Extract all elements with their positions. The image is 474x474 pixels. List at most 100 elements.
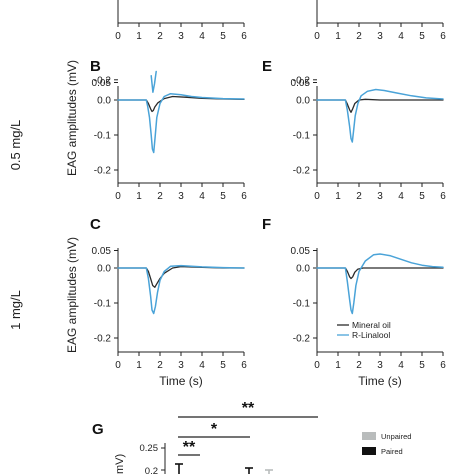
panel-letter-g: G — [92, 421, 104, 438]
x-tick-label: 2 — [356, 360, 362, 371]
row-label-1: 1 mg/L — [8, 290, 23, 330]
x-tick-label: 1 — [136, 191, 142, 202]
x-tick-label: 2 — [157, 360, 163, 371]
series-r-linalool-a — [150, 70, 157, 93]
y-tick-label: -0.2 — [293, 166, 311, 177]
y-tick-label: 0.05 — [291, 246, 311, 257]
x-tick-label: 2 — [356, 191, 362, 202]
x-tick-label: 6 — [241, 191, 247, 202]
series-mineral-oil-b — [117, 95, 245, 113]
x-tick-label: 4 — [199, 191, 205, 202]
x-tick-label: 6 — [440, 31, 446, 42]
x-tick-label: 6 — [241, 31, 247, 42]
g-y-tick-label: 0.2 — [145, 466, 158, 474]
panel-letter-c: C — [90, 216, 101, 233]
sig-label: ** — [242, 400, 255, 417]
x-tick-label: 5 — [220, 31, 226, 42]
panel-letter-f: F — [262, 216, 271, 233]
legend-label-mineral-oil: Mineral oil — [352, 320, 391, 330]
panel-letter-e: E — [262, 58, 272, 75]
series-r-linalool-b — [117, 92, 245, 154]
legend-g: Unpaired Paired — [362, 432, 411, 456]
x-tick-label: 0 — [115, 360, 121, 371]
x-tick-label: 2 — [356, 31, 362, 42]
series-r-linalool-c — [117, 264, 245, 315]
x-tick-label: 1 — [335, 191, 341, 202]
sig-label: ** — [183, 439, 196, 456]
y-tick-label: -0.1 — [293, 131, 311, 142]
x-tick-label: 1 — [335, 31, 341, 42]
y-tick-label: -0.2 — [94, 166, 112, 177]
legend-label-paired: Paired — [381, 447, 403, 456]
y-tick-label: -0.1 — [94, 131, 112, 142]
x-tick-label: 6 — [440, 360, 446, 371]
legend-f: Mineral oil R-Linalool — [337, 320, 391, 340]
panel-f: F 0 1 2 3 4 5 6 0.05 0.0 -0.1 -0.2 — [262, 216, 446, 371]
y-tick-label: -0.1 — [94, 299, 112, 310]
series-mineral-oil-f — [316, 267, 444, 280]
series-r-linalool-f — [316, 253, 444, 315]
y-tick-label: 0.0 — [296, 264, 310, 275]
y-axis-label-b: EAG amplitudes (mV) — [65, 60, 79, 176]
x-tick-label: 5 — [220, 360, 226, 371]
panel-g: G mV) 0.25 0.2 ** * ** Unpaired Paired — [92, 400, 411, 474]
x-tick-label: 5 — [419, 31, 425, 42]
x-tick-label: 5 — [220, 191, 226, 202]
y-tick-label: 0.05 — [92, 246, 112, 257]
series-r-linalool-e — [316, 88, 444, 143]
y-tick-label: -0.2 — [293, 75, 311, 86]
x-tick-label: 1 — [136, 31, 142, 42]
x-tick-label: 6 — [440, 191, 446, 202]
panel-letter-b: B — [90, 58, 101, 75]
y-tick-label: 0.05 — [92, 78, 112, 89]
series-mineral-oil-c — [117, 265, 245, 288]
x-tick-label: 0 — [314, 191, 320, 202]
panel-a: 0 1 2 3 4 5 6 -0.2 — [94, 0, 247, 93]
x-tick-label: 2 — [157, 191, 163, 202]
x-tick-label: 1 — [136, 360, 142, 371]
x-tick-label: 3 — [178, 360, 184, 371]
x-tick-label: 4 — [199, 360, 205, 371]
legend-label-unpaired: Unpaired — [381, 432, 411, 441]
row-label-0.5: 0.5 mg/L — [8, 120, 23, 171]
x-tick-label: 3 — [178, 31, 184, 42]
panel-e: E 0 1 2 3 4 5 6 0.05 0.0 -0.1 -0.2 — [262, 58, 446, 202]
y-tick-label: 0.0 — [97, 264, 111, 275]
x-tick-label: 2 — [157, 31, 163, 42]
error-bar — [175, 463, 183, 474]
y-tick-label: -0.1 — [293, 299, 311, 310]
panel-d: 0 1 2 3 4 5 6 -0.2 — [293, 0, 446, 86]
y-tick-label: 0.0 — [97, 96, 111, 107]
sig-label: * — [211, 421, 218, 438]
panels-layer: 0 1 2 3 4 5 6-0.20 1 2 3 4 5 6-0.2B0 1 2 3 4 5 60.050.0-0.… — [90, 0, 446, 371]
x-tick-label: 3 — [377, 31, 383, 42]
legend-swatch-paired — [362, 447, 376, 455]
x-axis-label-f: Time (s) — [358, 374, 402, 388]
y-tick-label: -0.2 — [94, 334, 112, 345]
x-tick-label: 3 — [178, 191, 184, 202]
x-tick-label: 0 — [115, 31, 121, 42]
panel-b: B 0 1 2 3 4 5 6 0.05 0.0 -0.1 -0.2 — [90, 58, 247, 202]
series-mineral-oil-e — [316, 98, 444, 113]
error-bar — [265, 469, 273, 474]
error-bar — [245, 467, 253, 474]
x-tick-label: 3 — [377, 191, 383, 202]
y-axis-label-c: EAG amplitudes (mV) — [65, 237, 79, 353]
g-y-tick-label: 0.25 — [140, 443, 159, 454]
x-tick-label: 6 — [241, 360, 247, 371]
x-axis-label-c: Time (s) — [159, 374, 203, 388]
g-y-axis-label: mV) — [114, 454, 126, 474]
x-tick-label: 4 — [199, 31, 205, 42]
x-tick-label: 3 — [377, 360, 383, 371]
x-tick-label: 0 — [314, 360, 320, 371]
legend-label-r-linalool: R-Linalool — [352, 330, 390, 340]
y-tick-label: -0.2 — [293, 334, 311, 345]
panel-c: C 0 1 2 3 4 5 6 0.05 0.0 -0.1 -0.2 — [90, 216, 247, 371]
x-tick-label: 4 — [398, 191, 404, 202]
x-tick-label: 1 — [335, 360, 341, 371]
x-tick-label: 4 — [398, 360, 404, 371]
x-tick-label: 4 — [398, 31, 404, 42]
x-tick-label: 5 — [419, 360, 425, 371]
x-tick-label: 5 — [419, 191, 425, 202]
